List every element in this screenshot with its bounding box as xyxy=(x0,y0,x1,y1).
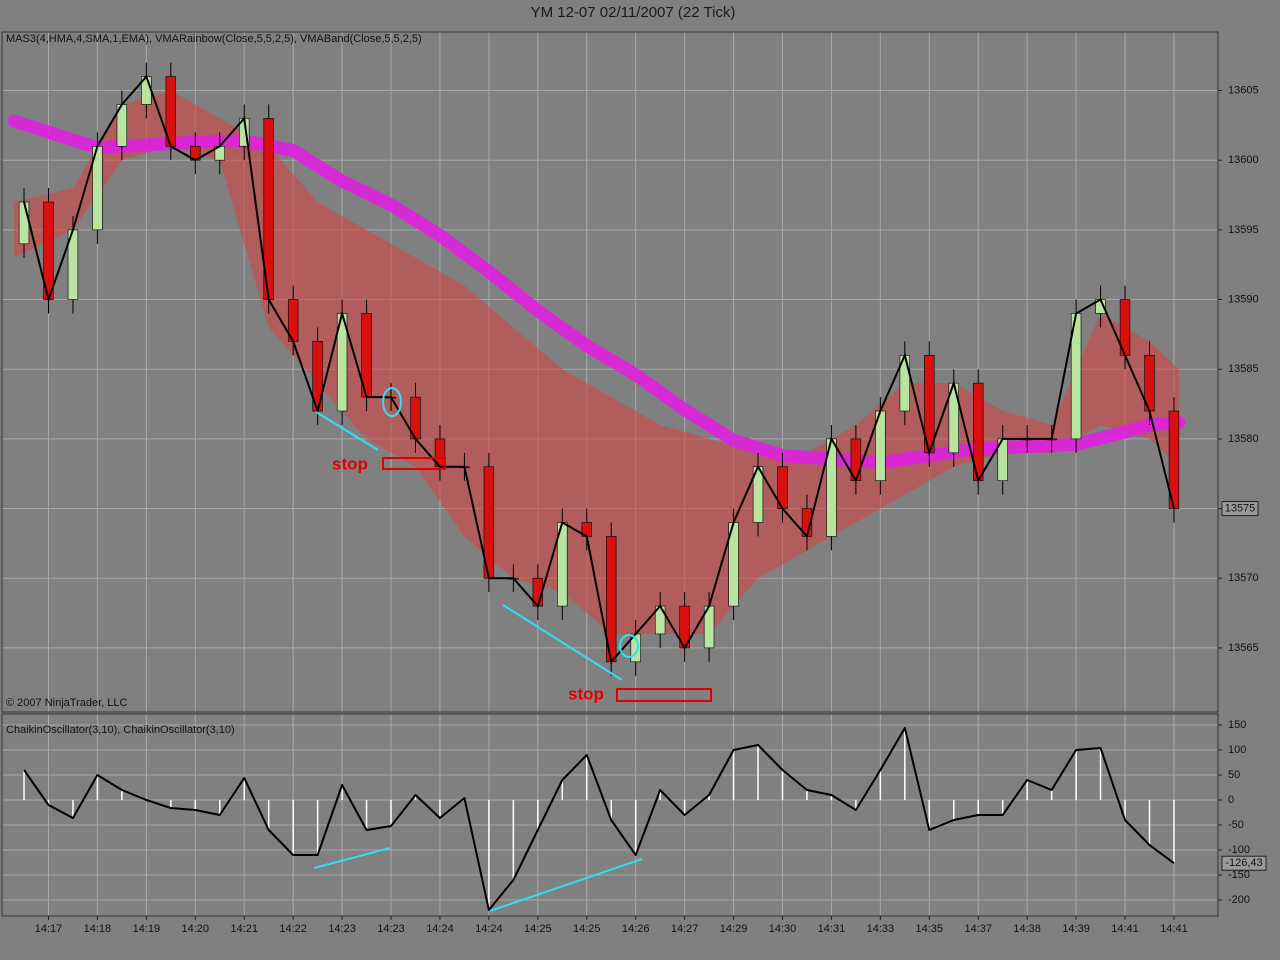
copyright: © 2007 NinjaTrader, LLC xyxy=(6,697,127,709)
annotations: stop stop xyxy=(313,387,712,912)
y-tick-label: 50 xyxy=(1228,769,1240,781)
x-tick-label: 14:35 xyxy=(916,923,944,935)
y-tick-label: -100 xyxy=(1228,844,1250,856)
x-tick-label: 14:27 xyxy=(671,923,699,935)
x-tick-label: 14:33 xyxy=(867,923,895,935)
divergence-line xyxy=(315,411,379,451)
oscillator-frame xyxy=(1,713,1219,917)
stop-box xyxy=(616,688,712,702)
indicator-label: MAS3(4,HMA,4,SMA,1,EMA), VMARainbow(Clos… xyxy=(6,33,422,45)
candle-body xyxy=(18,201,30,245)
oscillator-panel xyxy=(2,714,1218,916)
x-tick-label: 14:30 xyxy=(769,923,797,935)
y-tick-label: 13585 xyxy=(1228,363,1259,375)
y-tick-label: 13570 xyxy=(1228,572,1259,584)
oscillator-label: ChaikinOscillator(3,10), ChaikinOscillat… xyxy=(6,724,235,736)
chart-title: YM 12-07 02/11/2007 (22 Tick) xyxy=(531,4,736,21)
x-tick-label: 14:18 xyxy=(84,923,112,935)
divergence-line xyxy=(502,604,623,681)
y-tick-label: 150 xyxy=(1228,719,1246,731)
x-tick-label: 14:22 xyxy=(279,923,307,935)
divergence-line xyxy=(489,858,643,912)
x-tick-label: 14:23 xyxy=(377,923,405,935)
signal-circle xyxy=(619,634,639,658)
x-tick-label: 14:38 xyxy=(1013,923,1041,935)
last-value-box xyxy=(1221,855,1267,871)
price-frame xyxy=(1,31,1219,713)
stop-box xyxy=(382,457,446,470)
y-tick-label: -50 xyxy=(1228,819,1244,831)
x-tick-label: 14:37 xyxy=(964,923,992,935)
vma-band xyxy=(14,90,1179,634)
x-tick-label: 14:31 xyxy=(818,923,846,935)
x-tick-label: 14:21 xyxy=(230,923,258,935)
x-tick-label: 14:24 xyxy=(475,923,503,935)
x-tick-label: 14:39 xyxy=(1062,923,1090,935)
x-tick-label: 14:19 xyxy=(133,923,161,935)
x-tick-label: 14:17 xyxy=(35,923,63,935)
price-line xyxy=(23,74,1175,665)
x-tick-label: 14:25 xyxy=(573,923,601,935)
x-tick-label: 14:29 xyxy=(720,923,748,935)
y-tick-label: 100 xyxy=(1228,744,1246,756)
y-tick-label: 13565 xyxy=(1228,642,1259,654)
last-price-label: 13575 xyxy=(1225,502,1256,514)
x-tick-label: 14:25 xyxy=(524,923,552,935)
y-tick-label: 13605 xyxy=(1228,84,1259,96)
y-tick-label: 13590 xyxy=(1228,293,1259,305)
price-panel xyxy=(2,32,1218,712)
y-tick-label: 0 xyxy=(1228,794,1234,806)
y-tick-label: 13600 xyxy=(1228,154,1259,166)
x-tick-label: 14:20 xyxy=(182,923,210,935)
last-value-label: -126,43 xyxy=(1225,857,1262,869)
y-tick-label: -150 xyxy=(1228,869,1250,881)
divergence-line xyxy=(313,847,391,869)
vma-rainbow xyxy=(7,114,1186,470)
stop-label: stop xyxy=(332,454,368,473)
last-price-box xyxy=(1221,501,1259,517)
y-tick-label: -200 xyxy=(1228,894,1250,906)
x-tick-label: 14:41 xyxy=(1111,923,1139,935)
stop-label: stop xyxy=(568,684,604,703)
x-tick-label: 14:26 xyxy=(622,923,650,935)
x-tick-label: 14:24 xyxy=(426,923,454,935)
y-tick-label: 13595 xyxy=(1228,224,1259,236)
signal-circle xyxy=(382,387,402,417)
x-tick-label: 14:41 xyxy=(1160,923,1188,935)
osc-line xyxy=(23,727,1175,911)
y-tick-label: 13580 xyxy=(1228,433,1259,445)
x-tick-label: 14:23 xyxy=(328,923,356,935)
